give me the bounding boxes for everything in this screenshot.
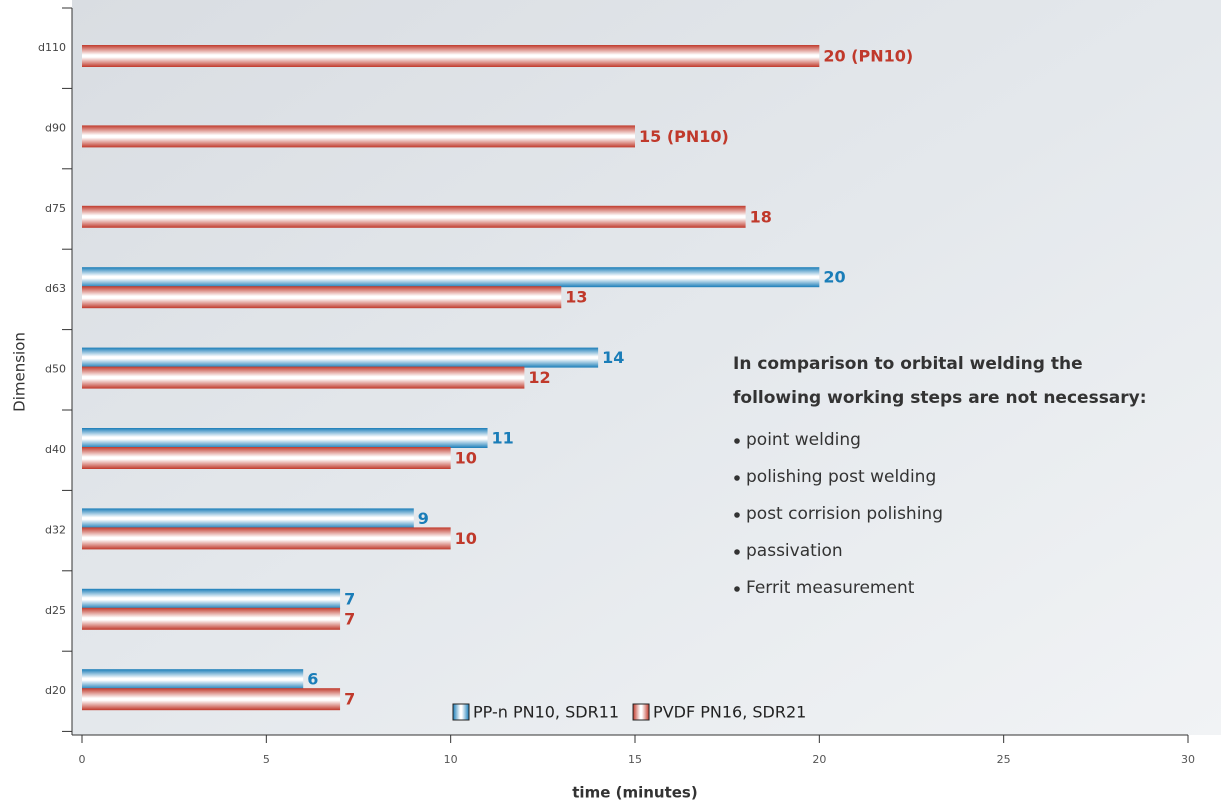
legend-swatch [632, 703, 650, 721]
value-label: 7 [344, 589, 355, 608]
value-label: 12 [528, 368, 550, 387]
value-label: 13 [565, 288, 587, 307]
value-label: 7 [344, 609, 355, 628]
annotation-item: point welding [746, 430, 861, 450]
value-label: 9 [418, 509, 429, 528]
legend-label: PVDF PN16, SDR21 [653, 703, 806, 722]
y-tick-label: d75 [45, 202, 66, 215]
value-label: 11 [492, 429, 514, 448]
bullet [734, 549, 740, 555]
y-tick-label: d32 [45, 523, 66, 536]
value-label: 20 (PN10) [823, 47, 913, 66]
annotation-title: In comparison to orbital welding the [733, 354, 1083, 374]
x-tick-label: 10 [444, 753, 458, 766]
annotation-item: post corrision polishing [746, 504, 943, 524]
x-tick-label: 30 [1181, 753, 1195, 766]
value-label: 18 [750, 207, 772, 226]
bar [82, 366, 525, 389]
bar [82, 286, 562, 309]
bar [82, 588, 341, 609]
annotation-item: polishing post welding [746, 467, 936, 487]
value-label: 20 [823, 268, 845, 287]
y-tick-label: d110 [38, 41, 66, 54]
x-tick-label: 5 [263, 753, 270, 766]
bar [82, 508, 414, 529]
bullet [734, 512, 740, 518]
legend-label: PP-n PN10, SDR11 [473, 703, 619, 722]
bar [82, 347, 599, 368]
bullet [734, 438, 740, 444]
x-tick-label: 20 [812, 753, 826, 766]
y-tick-label: d50 [45, 363, 66, 376]
legend-swatch [452, 703, 470, 721]
value-label: 10 [455, 529, 477, 548]
annotation-item: Ferrit measurement [746, 578, 915, 598]
x-tick-label: 25 [997, 753, 1011, 766]
value-label: 10 [455, 449, 477, 468]
y-axis-title: Dimension [11, 332, 29, 412]
bar [82, 527, 451, 550]
bar [82, 669, 304, 690]
annotation-title: following working steps are not necessar… [733, 388, 1147, 408]
bar [82, 428, 488, 448]
x-tick-label: 0 [79, 753, 86, 766]
value-label: 6 [307, 670, 318, 689]
bar [82, 607, 341, 630]
y-tick-label: d20 [45, 684, 66, 697]
y-tick-label: d40 [45, 443, 66, 456]
bar [82, 205, 746, 228]
x-axis-title: time (minutes) [572, 784, 697, 802]
annotation-item: passivation [746, 541, 843, 561]
y-tick-label: d90 [45, 121, 66, 134]
value-label: 7 [344, 690, 355, 709]
y-tick-label: d25 [45, 604, 66, 617]
bar [82, 688, 341, 711]
value-label: 14 [602, 348, 624, 367]
x-tick-label: 15 [628, 753, 642, 766]
bar [82, 125, 635, 148]
bar [82, 447, 451, 469]
value-label: 15 (PN10) [639, 127, 729, 146]
bar [82, 267, 820, 288]
y-tick-label: d63 [45, 282, 66, 295]
bullet [734, 475, 740, 481]
bullet [734, 586, 740, 592]
bar [82, 45, 820, 67]
